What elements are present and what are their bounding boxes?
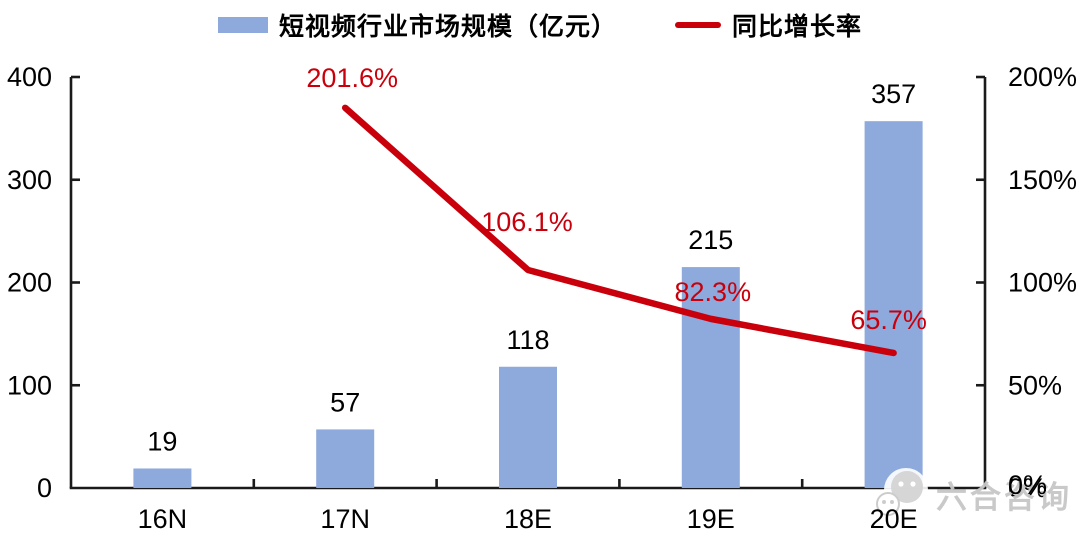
legend-item-growth-rate: 同比增长率: [675, 7, 862, 43]
left-axis-tick-label: 100: [7, 370, 52, 400]
right-axis-zero-label-overlay: 0%: [1008, 470, 1047, 500]
right-axis-tick-label: 100%: [1008, 268, 1077, 298]
category-label-20E: 20E: [870, 504, 918, 534]
wechat-icon-eye: [890, 500, 894, 504]
left-axis-tick-label: 400: [7, 62, 52, 92]
bar-16N: [133, 468, 192, 488]
legend-label-growth-rate: 同比增长率: [732, 13, 863, 41]
legend-item-market-size: 短视频行业市场规模（亿元）: [217, 7, 617, 43]
bar-value-label: 118: [506, 325, 549, 355]
line-swatch-icon: [675, 22, 721, 28]
bar-value-label: 215: [688, 225, 733, 255]
wechat-icon-eye: [910, 481, 916, 487]
line-value-label: 201.6%: [306, 63, 398, 93]
bar-18E: [499, 366, 557, 488]
bar-17N: [316, 429, 375, 488]
right-axis-tick-label: 50%: [1008, 370, 1062, 400]
bar-swatch-icon: [217, 17, 268, 33]
legend-label-market-size: 短视频行业市场规模（亿元）: [278, 13, 617, 41]
wechat-icon-eye: [898, 481, 904, 487]
left-axis-tick-label: 200: [7, 268, 52, 298]
line-value-label: 65.7%: [850, 305, 927, 335]
watermark-text: 六合咨询: [936, 480, 1072, 515]
bar-value-label: 357: [871, 79, 916, 109]
left-axis-tick-label: 300: [7, 165, 52, 195]
right-axis-tick-label: 150%: [1008, 165, 1077, 195]
bar-value-label: 57: [330, 387, 360, 417]
category-label-16N: 16N: [138, 504, 188, 534]
legend: 短视频行业市场规模（亿元） 同比增长率: [0, 7, 1080, 43]
right-axis-tick-label: 0%: [1008, 473, 1047, 503]
bar-value-label: 19: [147, 426, 177, 456]
line-value-label: 82.3%: [675, 277, 752, 307]
bar-19E: [681, 267, 740, 488]
wechat-icon-small-bubble: [876, 492, 900, 516]
category-label-19E: 19E: [687, 504, 735, 534]
growth-rate-line: [341, 104, 897, 357]
wechat-icon-eye: [882, 500, 886, 504]
left-axis-tick-label: 0: [37, 473, 52, 503]
category-label-18E: 18E: [504, 504, 552, 534]
right-axis-tick-label: 200%: [1008, 62, 1077, 92]
line-value-label: 106.1%: [481, 207, 573, 237]
category-label-17N: 17N: [320, 504, 370, 534]
bar-20E: [864, 121, 923, 489]
wechat-icon: [891, 471, 923, 503]
